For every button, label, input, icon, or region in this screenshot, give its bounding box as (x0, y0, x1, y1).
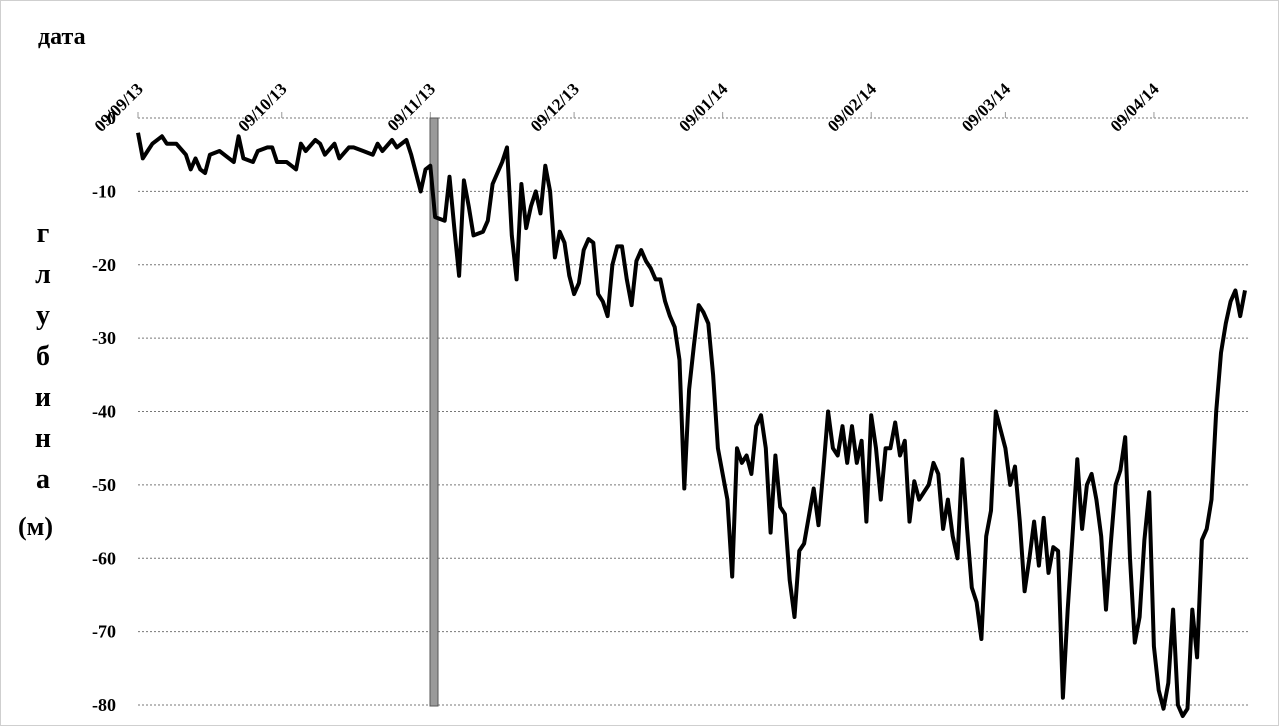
y-axis-unit: (м) (18, 512, 54, 541)
y-axis-label: глубина (34, 218, 52, 495)
y-tick-label: -30 (92, 328, 116, 348)
marker-bar (429, 117, 439, 707)
y-tick-label: -70 (92, 622, 116, 642)
y-tick-label: -60 (92, 548, 116, 568)
y-tick-label: -10 (92, 181, 116, 201)
data-line (136, 132, 1247, 718)
y-tick-label: 0 (107, 108, 116, 128)
x-axis-label: дата (38, 24, 86, 50)
y-tick-label: -20 (92, 255, 116, 275)
y-tick-label: -50 (92, 475, 116, 495)
y-tick-label: -40 (92, 402, 116, 422)
y-tick-label: -80 (92, 695, 116, 715)
